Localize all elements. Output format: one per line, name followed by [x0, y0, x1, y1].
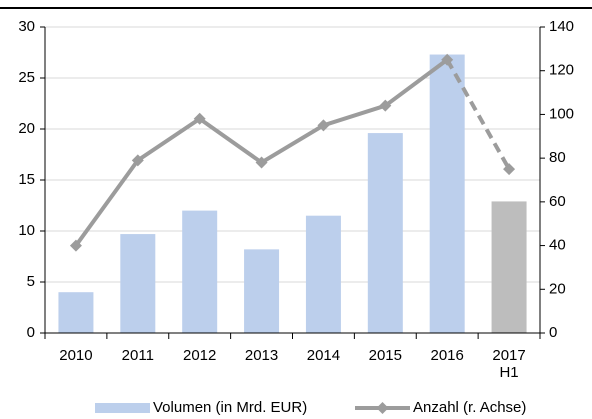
x-tick-label: 2013 [244, 347, 279, 364]
marker [379, 99, 392, 112]
y2-tick-label: 20 [549, 280, 566, 297]
x-tick-label: 2011 [121, 347, 154, 364]
y-tick-label: 0 [27, 324, 35, 341]
marker [193, 112, 206, 125]
bar [305, 215, 341, 333]
y-tick-label: 30 [18, 18, 35, 35]
y2-tick-label: 40 [549, 237, 566, 254]
marker [69, 239, 82, 252]
marker [317, 119, 330, 132]
y-tick-label: 25 [18, 69, 35, 86]
marker [255, 156, 268, 169]
y2-tick-label: 60 [549, 193, 566, 210]
line [445, 58, 511, 171]
x-tick-label: 2015 [368, 347, 402, 364]
bar [429, 54, 465, 333]
bar [491, 201, 527, 333]
legend-swatch [95, 403, 150, 413]
y-tick-label: 20 [18, 120, 35, 137]
bar [58, 292, 94, 333]
x-tick-label: 2010 [59, 347, 93, 364]
y2-tick-label: 120 [549, 62, 574, 79]
y-tick-label: 10 [18, 222, 35, 239]
x-tick-label: 2017 H1 [492, 347, 526, 381]
y2-tick-label: 100 [549, 105, 574, 122]
bar [367, 133, 403, 333]
bar [182, 210, 218, 333]
y-tick-label: 15 [18, 171, 35, 188]
bar [244, 249, 280, 333]
legend-marker [376, 402, 389, 414]
x-tick-label: 2012 [183, 347, 217, 364]
x-tick-label: 2014 [306, 347, 341, 364]
marker [503, 163, 516, 176]
y-tick-label: 5 [27, 273, 35, 290]
x-tick-label: 2016 [430, 347, 464, 364]
marker [131, 154, 144, 167]
marker [441, 53, 454, 66]
bar [120, 234, 156, 333]
legend-label: Volumen (in Mrd. EUR) [153, 399, 307, 416]
y2-tick-label: 140 [549, 18, 574, 35]
y2-tick-label: 80 [549, 149, 566, 166]
y2-tick-label: 0 [549, 324, 557, 341]
legend-label: Anzahl (r. Achse) [413, 399, 526, 416]
